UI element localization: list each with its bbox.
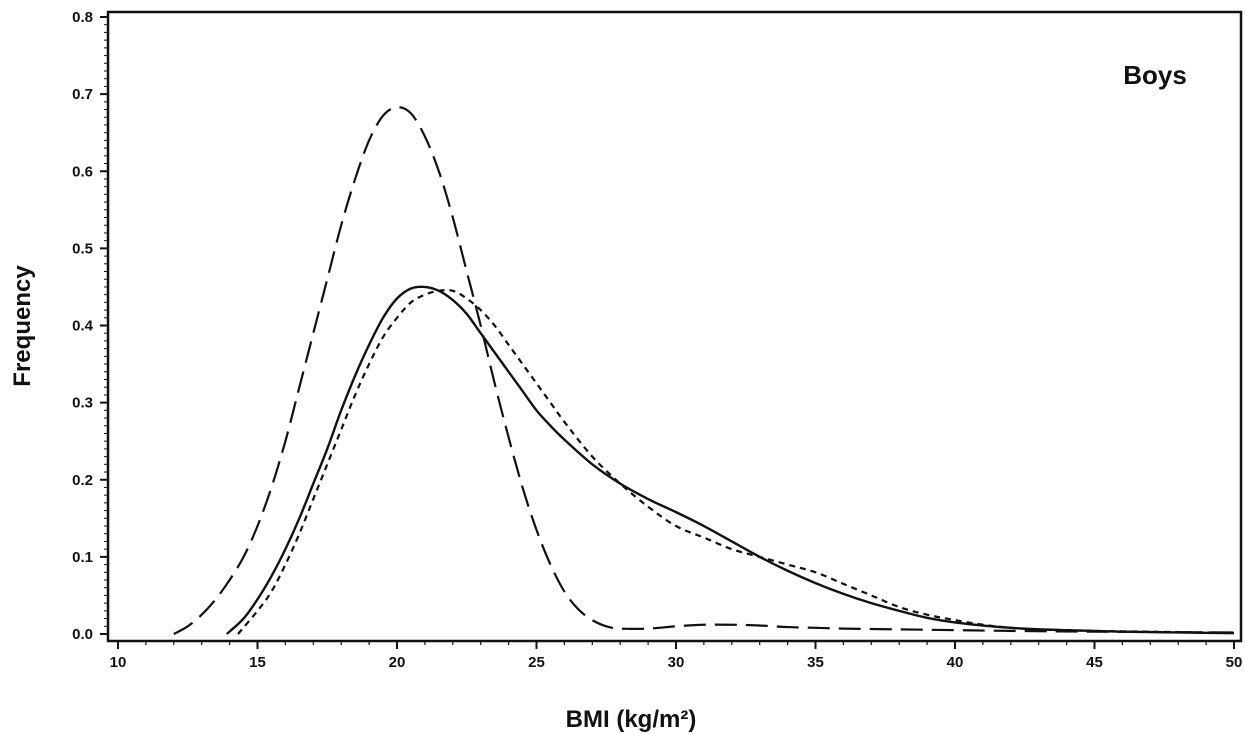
x-tick-label: 35 <box>807 654 824 671</box>
y-tick-label: 0.6 <box>72 163 93 180</box>
plot-frame <box>106 10 1243 643</box>
series-layer <box>173 106 1235 635</box>
y-tick-label: 0.4 <box>72 318 94 335</box>
x-tick-label: 15 <box>249 654 266 671</box>
y-axis: 0.0 0.1 0.2 0.3 0.4 0.5 0.6 0.7 0.8 <box>72 9 108 643</box>
series-line-dashed <box>173 106 1235 635</box>
x-tick-label: 25 <box>528 654 545 671</box>
x-tick-label: 30 <box>668 654 685 671</box>
x-tick-label: 20 <box>389 654 406 671</box>
x-tick-label: 45 <box>1086 654 1103 671</box>
series-line-dotted <box>237 288 1235 635</box>
x-axis: 10 15 20 25 30 35 40 45 50 <box>110 641 1243 671</box>
chart-annotation: Boys <box>1123 60 1187 90</box>
y-tick-label: 0.7 <box>72 86 93 103</box>
x-tick-label: 40 <box>947 654 964 671</box>
y-tick-label: 0.3 <box>72 395 93 412</box>
y-axis-title: Frequency <box>9 265 36 387</box>
x-tick-label: 10 <box>110 654 127 671</box>
x-axis-title: BMI (kg/m²) <box>566 706 697 733</box>
y-tick-label: 0.1 <box>72 549 93 566</box>
series-line-solid <box>225 285 1235 635</box>
y-tick-label: 0.0 <box>72 626 93 643</box>
y-tick-label: 0.8 <box>72 9 93 26</box>
y-tick-label: 0.2 <box>72 472 93 489</box>
y-tick-label: 0.5 <box>72 240 93 257</box>
x-tick-label: 50 <box>1226 654 1243 671</box>
